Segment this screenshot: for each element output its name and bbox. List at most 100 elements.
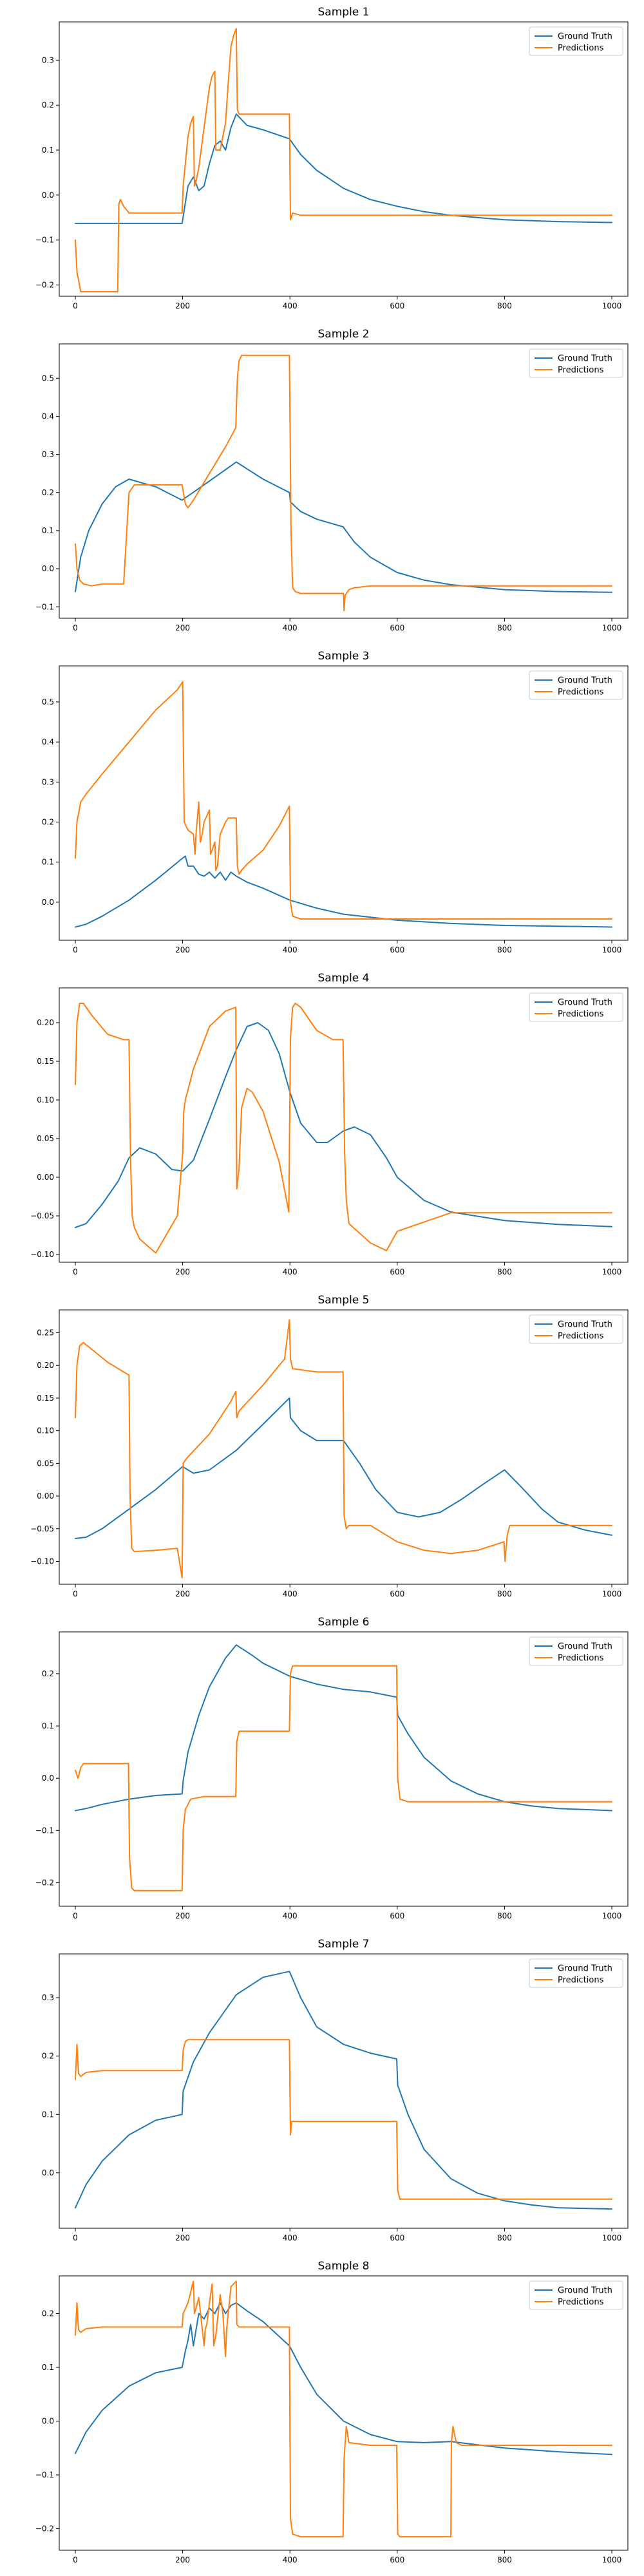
legend-label: Predictions <box>558 1332 604 1341</box>
axes-frame <box>59 21 629 297</box>
axes-frame <box>59 987 629 1263</box>
legend-box <box>529 1636 623 1666</box>
x-tick-label: 600 <box>390 945 404 954</box>
x-tick-label: 400 <box>283 945 298 954</box>
x-tick-label: 400 <box>283 623 298 632</box>
y-tick-label: 0.5 <box>42 697 54 706</box>
y-tick-label: 0.15 <box>37 1394 54 1403</box>
legend: Ground Truth Predictions <box>529 348 623 378</box>
series-line-predictions <box>75 1003 612 1254</box>
x-tick-label: 1000 <box>602 301 622 310</box>
legend-label: Predictions <box>558 1010 604 1019</box>
legend-label: Ground Truth <box>558 32 612 42</box>
x-tick-label: 200 <box>175 2233 190 2242</box>
y-tick-label: 0.1 <box>42 526 54 535</box>
legend-label: Predictions <box>558 366 604 375</box>
x-tick-label: 200 <box>175 1589 190 1598</box>
legend: Ground Truth Predictions <box>529 992 623 1022</box>
y-tick-label: 0.0 <box>42 2168 54 2177</box>
y-tick-label: −0.1 <box>35 2470 54 2479</box>
x-tick-label: 600 <box>390 2233 404 2242</box>
subplot-5: Sample 5 0 200 400 600 800 1000 −0.10 −0.05 0.00 0… <box>30 1294 629 1598</box>
y-tick-label: −0.2 <box>35 281 54 290</box>
legend-label: Ground Truth <box>558 354 612 364</box>
series-line-ground-truth <box>75 1644 612 1812</box>
x-tick-label: 400 <box>283 2555 298 2564</box>
x-tick-label: 1000 <box>602 1267 622 1276</box>
x-tick-label: 1000 <box>602 1589 622 1598</box>
axes-frame <box>59 343 629 619</box>
y-tick-label: 0.2 <box>42 2052 54 2061</box>
y-tick-label: 0.4 <box>42 737 54 746</box>
subplot-3: Sample 3 0 200 400 600 800 1000 0.0 0.1 0.2 0.3 0.4… <box>42 650 629 954</box>
series-line-predictions <box>75 1319 612 1578</box>
legend-box <box>529 670 623 700</box>
series-line-predictions <box>75 354 612 612</box>
legend-box <box>529 1958 623 1988</box>
y-tick-label: 0.10 <box>37 1095 54 1104</box>
chart-title: Sample 3 <box>318 650 370 663</box>
y-tick-label: 0.1 <box>42 2110 54 2119</box>
legend-label: Ground Truth <box>558 998 612 1008</box>
series-line-predictions <box>75 681 612 920</box>
x-tick-label: 1000 <box>602 945 622 954</box>
y-tick-label: 0.1 <box>42 1721 54 1730</box>
x-tick-label: 600 <box>390 301 404 310</box>
subplot-6: Sample 6 0 200 400 600 800 1000 −0.2 −0.1 0.0 0.1 0… <box>35 1616 629 1920</box>
y-tick-label: 0.0 <box>42 191 54 200</box>
axes-frame <box>59 2275 629 2551</box>
y-tick-label: −0.10 <box>30 1250 54 1259</box>
y-tick-label: 0.25 <box>37 1329 54 1338</box>
y-tick-label: 0.0 <box>42 898 54 907</box>
y-tick-label: 0.2 <box>42 100 54 109</box>
legend-label: Ground Truth <box>558 1964 612 1974</box>
legend: Ground Truth Predictions <box>529 2280 623 2310</box>
legend: Ground Truth Predictions <box>529 26 623 56</box>
y-tick-label: −0.05 <box>30 1211 54 1220</box>
series-line-ground-truth <box>75 1971 612 2210</box>
legend-label: Ground Truth <box>558 676 612 686</box>
subplot-8: Sample 8 0 200 400 600 800 1000 −0.2 −0.1 0.0 0.1 0… <box>35 2260 629 2564</box>
legend-label: Ground Truth <box>558 2286 612 2296</box>
series-line-ground-truth <box>75 461 612 593</box>
x-tick-label: 800 <box>497 301 512 310</box>
legend-label: Predictions <box>558 688 604 697</box>
y-tick-label: 0.1 <box>42 858 54 867</box>
x-tick-label: 200 <box>175 945 190 954</box>
x-tick-label: 0 <box>73 301 78 310</box>
chart-title: Sample 2 <box>318 328 370 341</box>
series-line-ground-truth <box>75 113 612 224</box>
subplot-1: Sample 1 0 200 400 600 800 1000 −0.2 −0.1 0.0 0.1 0… <box>35 6 629 310</box>
y-tick-label: 0.1 <box>42 146 54 155</box>
y-tick-label: 0.0 <box>42 2417 54 2426</box>
x-tick-label: 0 <box>73 623 78 632</box>
series-line-ground-truth <box>75 1022 612 1228</box>
x-tick-label: 200 <box>175 2555 190 2564</box>
x-tick-label: 400 <box>283 2233 298 2242</box>
y-tick-label: −0.2 <box>35 1878 54 1887</box>
x-tick-label: 800 <box>497 2233 512 2242</box>
x-tick-label: 800 <box>497 1267 512 1276</box>
legend-label: Ground Truth <box>558 1642 612 1652</box>
x-tick-label: 600 <box>390 2555 404 2564</box>
x-tick-label: 400 <box>283 1267 298 1276</box>
y-tick-label: −0.1 <box>35 602 54 611</box>
legend-box <box>529 992 623 1022</box>
x-tick-label: 1000 <box>602 2233 622 2242</box>
legend-label: Predictions <box>558 2298 604 2307</box>
y-tick-label: −0.10 <box>30 1557 54 1566</box>
x-tick-label: 1000 <box>602 2555 622 2564</box>
series-line-ground-truth <box>75 1397 612 1539</box>
legend: Ground Truth Predictions <box>529 670 623 700</box>
axes-frame <box>59 1953 629 2229</box>
series-line-predictions <box>75 28 612 292</box>
y-tick-label: −0.1 <box>35 236 54 245</box>
y-tick-label: 0.2 <box>42 818 54 827</box>
axes-frame <box>59 1631 629 1907</box>
y-tick-label: 0.3 <box>42 777 54 786</box>
subplot-7: Sample 7 0 200 400 600 800 1000 0.0 0.1 0.2 0.3 Gro… <box>42 1938 629 2242</box>
y-tick-label: −0.05 <box>30 1524 54 1533</box>
y-tick-label: 0.3 <box>42 1993 54 2002</box>
x-tick-label: 600 <box>390 623 404 632</box>
